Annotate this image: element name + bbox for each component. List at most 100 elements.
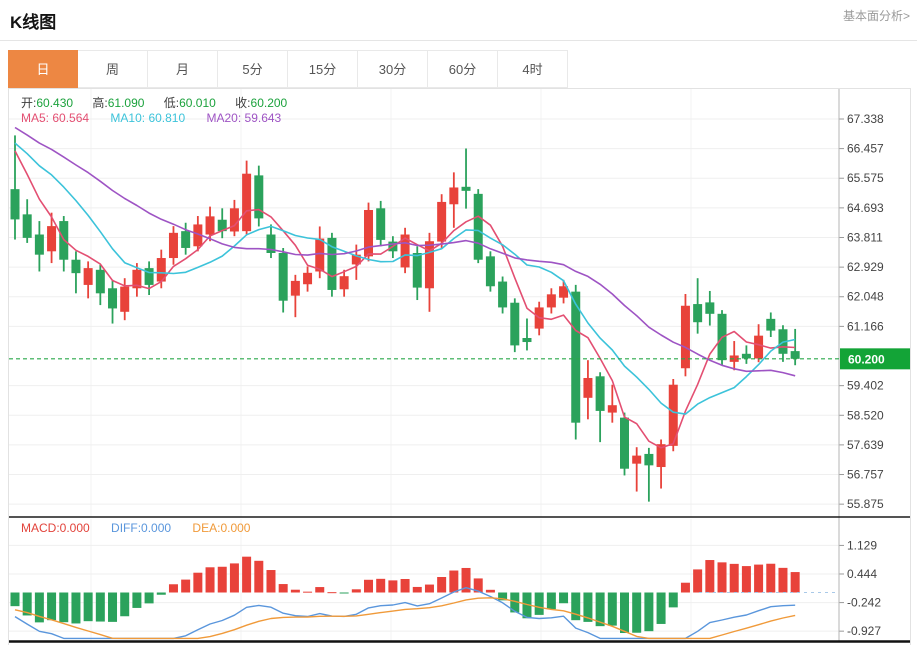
candle[interactable] — [729, 341, 739, 371]
macd-bar — [376, 578, 386, 593]
candle[interactable] — [741, 345, 751, 364]
candle[interactable] — [400, 227, 410, 274]
candle[interactable] — [290, 274, 300, 318]
tab-4时[interactable]: 4时 — [498, 50, 568, 88]
candle[interactable] — [47, 212, 57, 264]
candle[interactable] — [461, 148, 471, 209]
candle[interactable] — [254, 165, 264, 227]
candle[interactable] — [71, 251, 81, 294]
macd-bar — [364, 579, 374, 593]
tab-60分[interactable]: 60分 — [428, 50, 498, 88]
candle-body — [47, 226, 57, 252]
candle[interactable] — [449, 172, 459, 228]
candle[interactable] — [559, 279, 569, 304]
candle[interactable] — [83, 261, 93, 299]
macd-bar — [461, 567, 471, 593]
candle[interactable] — [132, 263, 142, 297]
candle-body — [327, 237, 337, 290]
fundamental-analysis-link[interactable]: 基本面分析> — [842, 9, 910, 23]
candle[interactable] — [229, 199, 239, 237]
tab-5分[interactable]: 5分 — [218, 50, 288, 88]
candle[interactable] — [485, 251, 495, 292]
price-axis-labels: 67.338 66.457 65.575 64.693 63.811 62.929 62.0… — [839, 112, 884, 511]
tab-日[interactable]: 日 — [8, 50, 78, 88]
candle[interactable] — [546, 288, 556, 314]
candle[interactable] — [607, 384, 617, 423]
candle[interactable] — [498, 276, 508, 314]
candle[interactable] — [437, 194, 447, 248]
candle[interactable] — [95, 264, 105, 306]
candle[interactable] — [632, 447, 642, 492]
ma10-line — [14, 142, 796, 415]
candle[interactable] — [266, 224, 276, 259]
macd-bar — [339, 592, 349, 594]
macd-bar — [315, 587, 325, 593]
candle[interactable] — [620, 412, 629, 476]
candle[interactable] — [376, 200, 386, 247]
macd-tick-label: -0.242 — [847, 596, 881, 610]
macd-bar — [10, 592, 20, 607]
price-tick-label: 56.757 — [847, 468, 884, 482]
candle-body — [741, 353, 751, 359]
candle-body — [364, 209, 374, 257]
tab-30分[interactable]: 30分 — [358, 50, 428, 88]
candle[interactable] — [595, 372, 605, 443]
candle-body — [376, 208, 386, 240]
macd-bar — [595, 592, 605, 627]
candle[interactable] — [22, 199, 32, 243]
candle[interactable] — [693, 278, 703, 334]
macd-bar — [766, 563, 776, 593]
candle[interactable] — [680, 293, 690, 377]
macd-bar — [546, 592, 556, 610]
candle[interactable] — [108, 279, 118, 324]
candle-body — [449, 187, 459, 205]
macd-bar — [47, 592, 57, 621]
candle[interactable] — [364, 202, 374, 262]
candle-body — [193, 224, 203, 247]
candle[interactable] — [34, 221, 44, 272]
macd-bar — [485, 589, 495, 593]
macd-bar — [108, 592, 118, 622]
candle[interactable] — [571, 284, 581, 440]
candle[interactable] — [10, 135, 20, 240]
candles-layer — [10, 135, 800, 502]
candle[interactable] — [59, 216, 69, 272]
candle[interactable] — [303, 266, 313, 292]
tab-周[interactable]: 周 — [78, 50, 148, 88]
ma5-line — [14, 150, 796, 449]
candle[interactable] — [510, 298, 520, 353]
macd-bar — [668, 592, 678, 608]
macd-bar — [59, 592, 69, 623]
candle[interactable] — [583, 360, 593, 420]
candle[interactable] — [705, 290, 715, 326]
macd-bar — [34, 592, 44, 623]
macd-bar — [22, 592, 32, 616]
macd-bar — [412, 586, 422, 593]
candle[interactable] — [668, 378, 678, 452]
tab-15分[interactable]: 15分 — [288, 50, 358, 88]
macd-bar — [327, 592, 337, 594]
candle[interactable] — [181, 222, 191, 255]
candle[interactable] — [217, 208, 227, 239]
tab-月[interactable]: 月 — [148, 50, 218, 88]
macd-bar — [473, 578, 483, 593]
candle[interactable] — [339, 269, 349, 297]
candle[interactable] — [168, 226, 178, 265]
macd-bar — [400, 578, 410, 593]
candle[interactable] — [242, 160, 252, 235]
candle[interactable] — [144, 261, 154, 295]
macd-bar — [278, 584, 288, 593]
macd-bar — [607, 592, 617, 626]
candle[interactable] — [522, 318, 532, 351]
candle-body — [254, 175, 264, 219]
candle-body — [522, 338, 532, 343]
candle[interactable] — [327, 232, 337, 297]
candle[interactable] — [473, 189, 483, 264]
candle[interactable] — [754, 324, 764, 363]
macd-bar — [510, 592, 520, 613]
kline-chart[interactable]: 67.338 66.457 65.575 64.693 63.811 62.929 62.0… — [9, 89, 910, 644]
candle[interactable] — [278, 247, 288, 313]
candle[interactable] — [766, 312, 776, 337]
current-price-badge-bg — [840, 348, 910, 370]
candle[interactable] — [644, 447, 654, 502]
